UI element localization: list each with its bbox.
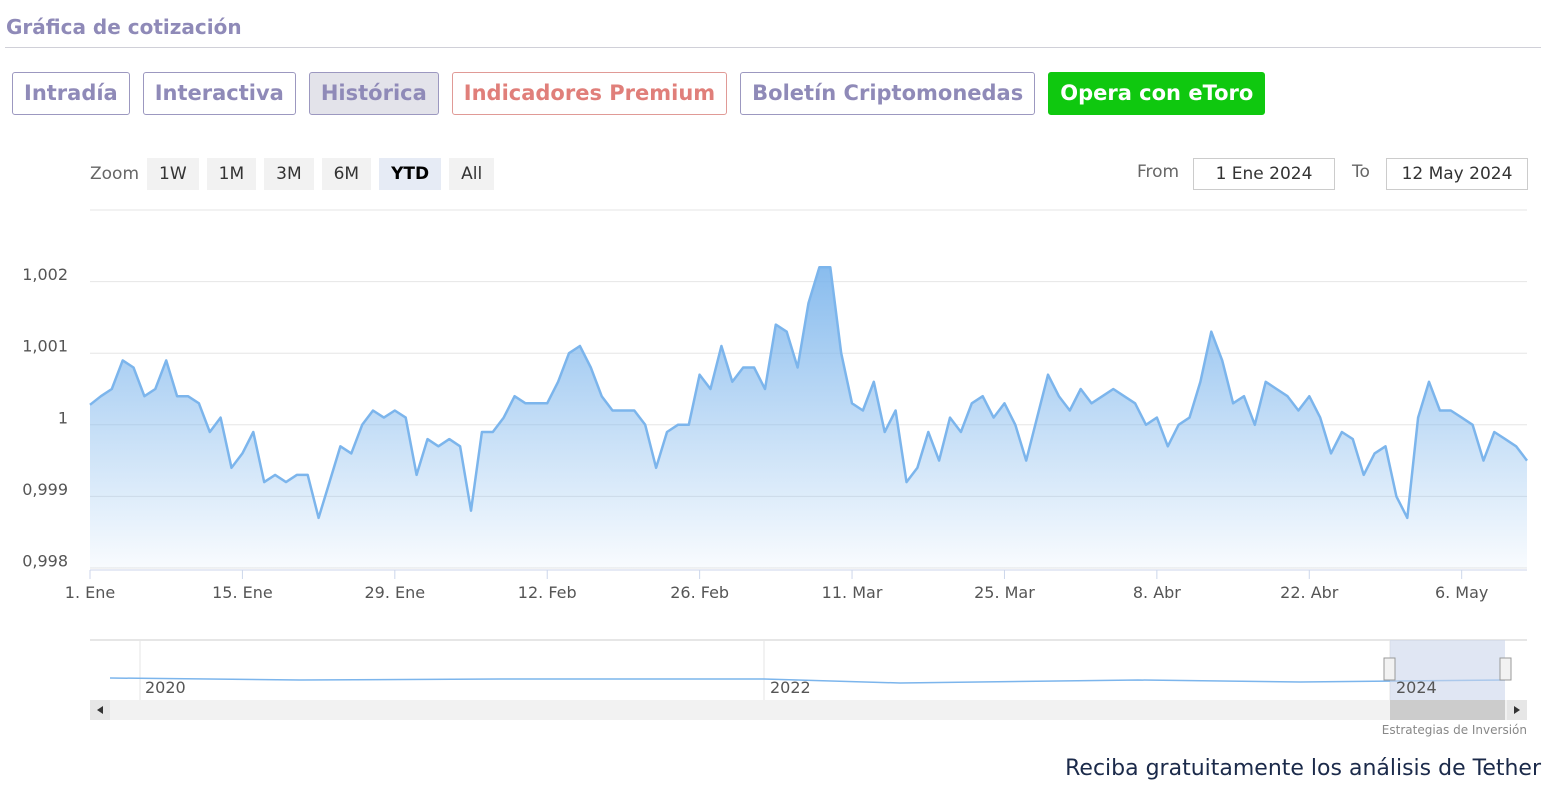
plot: 0,998 0,999 1 1,001 1,002 1. Ene 15. Ene 29. En… [22,265,1528,602]
scrollbar-thumb[interactable] [1390,700,1505,720]
arrow-left [97,706,103,714]
x-tick-label: 25. Mar [974,583,1035,602]
navigator-label: 2022 [770,678,811,697]
zoom-button[interactable]: All [449,158,495,190]
zoom-button[interactable]: 1W [147,158,199,190]
divider [5,47,1541,48]
x-tick-label: 26. Feb [670,583,729,602]
from-input[interactable]: 1 Ene 2024 [1193,158,1335,190]
tab[interactable]: Interactiva [142,72,296,115]
x-tick-label: 8. Abr [1133,583,1181,602]
arrow-right [1514,706,1520,714]
y-tick-label: 0,998 [22,552,68,571]
x-tick-label: 22. Abr [1280,583,1339,602]
zoom-label: Zoom [90,164,140,184]
zoom-bar: Zoom 1W 1M 3M 6M YTD All [90,158,495,190]
navigator-line [109,677,1506,684]
zoom-button[interactable]: 3M [264,158,314,190]
to-input[interactable]: 12 May 2024 [1386,158,1528,190]
y-tick-label: 1 [58,408,68,427]
footer-link[interactable]: Reciba gratuitamente los análisis de Tet… [1065,756,1541,781]
zoom-button[interactable]: 6M [321,158,372,190]
y-tick-label: 1,002 [22,265,68,284]
x-tick-label: 12. Feb [518,583,577,602]
section-title: Gráfica de cotización [6,15,242,39]
tab[interactable]: Indicadores Premium [451,72,728,115]
navigator-handle[interactable] [1383,657,1396,681]
x-tick-label: 1. Ene [65,583,115,602]
zoom-button[interactable]: 1M [206,158,257,190]
credit: Estrategias de Inversión [1381,723,1527,737]
x-tick-label: 15. Ene [212,583,273,602]
navigator-label: 2020 [145,678,186,697]
tabs: Intradía Interactiva Histórica Indicador… [12,72,1266,115]
zoom-button[interactable]: YTD [379,158,442,190]
navigator-selection[interactable] [1390,640,1505,700]
x-tick-label: 6. May [1435,583,1488,602]
area [90,267,1527,568]
to-label: To [1352,162,1370,182]
navigator-handle[interactable] [1499,657,1512,681]
y-tick-label: 1,001 [22,337,68,356]
y-tick-label: 0,999 [22,480,68,499]
tab[interactable]: Boletín Criptomonedas [740,72,1036,115]
navigator-label: 2024 [1396,678,1437,697]
tab[interactable]: Opera con eToro [1048,72,1266,115]
from-label: From [1137,162,1180,182]
x-tick-label: 29. Ene [365,583,426,602]
tab[interactable]: Intradía [12,72,130,115]
x-tick-label: 11. Mar [822,583,883,602]
scrollbar-track[interactable] [90,700,1527,720]
navigator: 2020 2022 2024 [90,639,1527,720]
tab[interactable]: Histórica [308,72,439,115]
line [89,266,1528,520]
